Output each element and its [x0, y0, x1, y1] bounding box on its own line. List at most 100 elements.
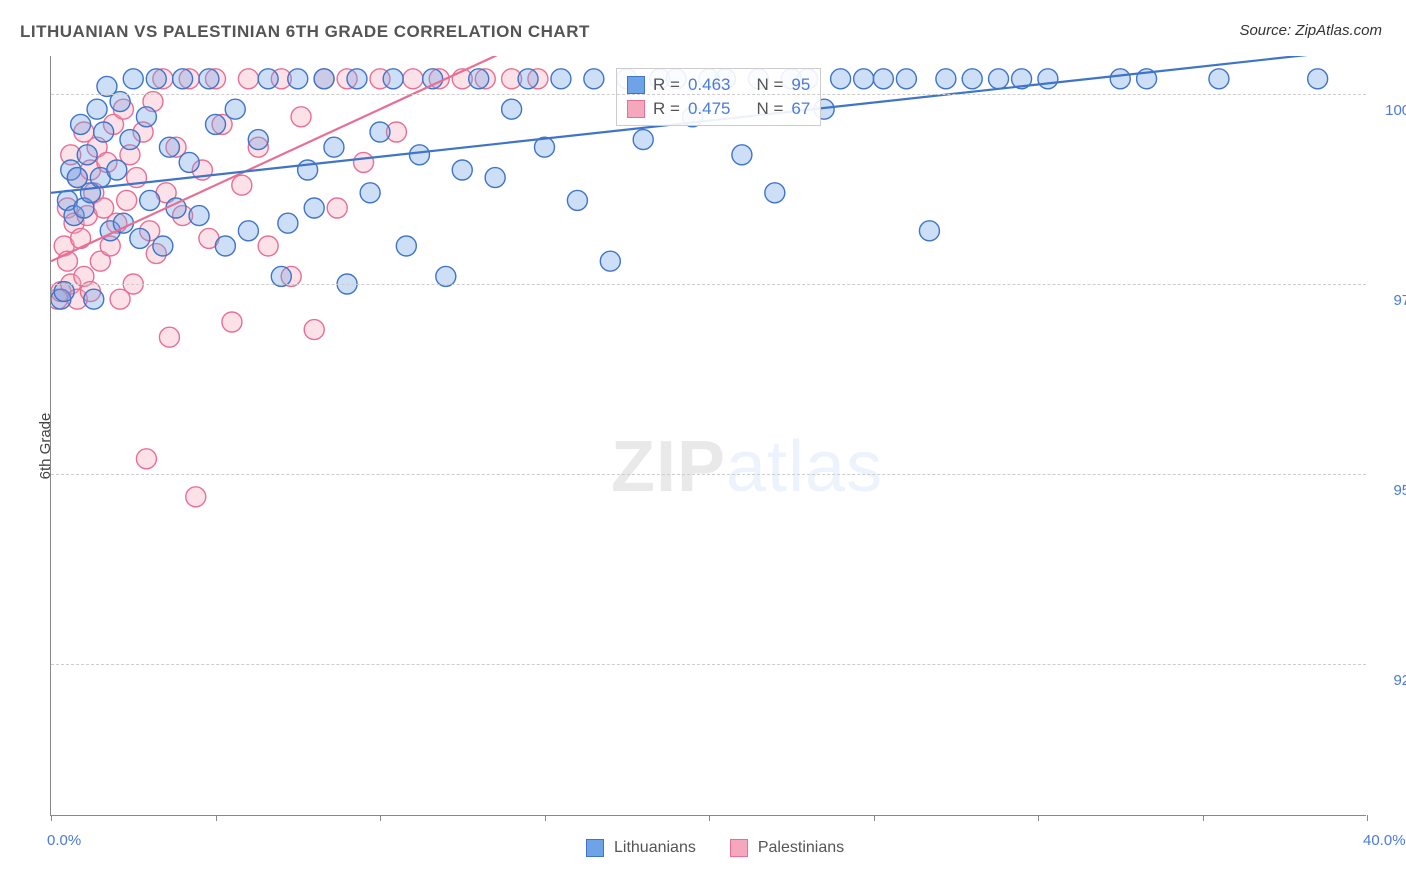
- data-point: [117, 190, 137, 210]
- data-point: [370, 122, 390, 142]
- data-point: [94, 122, 114, 142]
- stats-r-value: 0.475: [688, 99, 731, 119]
- data-point: [153, 236, 173, 256]
- stats-box: R =0.463N =95R =0.475N =67: [616, 68, 821, 126]
- x-tick: [51, 815, 52, 821]
- data-point: [469, 69, 489, 89]
- data-point: [140, 190, 160, 210]
- data-point: [1308, 69, 1328, 89]
- data-point: [146, 69, 166, 89]
- data-point: [222, 312, 242, 332]
- data-point: [584, 69, 604, 89]
- data-point: [120, 130, 140, 150]
- data-point: [732, 145, 752, 165]
- legend-label: Palestinians: [758, 839, 844, 857]
- data-point: [215, 236, 235, 256]
- data-point: [567, 190, 587, 210]
- data-point: [1110, 69, 1130, 89]
- data-point: [919, 221, 939, 241]
- legend-swatch: [730, 839, 748, 857]
- x-tick: [1203, 815, 1204, 821]
- watermark-zip: ZIP: [611, 427, 726, 507]
- data-point: [989, 69, 1009, 89]
- data-point: [452, 160, 472, 180]
- data-point: [304, 320, 324, 340]
- stats-r-label: R =: [653, 99, 680, 119]
- data-point: [600, 251, 620, 271]
- stats-r-value: 0.463: [688, 75, 731, 95]
- data-point: [854, 69, 874, 89]
- data-point: [258, 69, 278, 89]
- data-point: [71, 114, 91, 134]
- data-point: [159, 137, 179, 157]
- data-point: [324, 137, 344, 157]
- stats-swatch: [627, 100, 645, 118]
- data-point: [136, 107, 156, 127]
- data-point: [1209, 69, 1229, 89]
- data-point: [159, 327, 179, 347]
- x-tick: [709, 815, 710, 821]
- data-point: [403, 69, 423, 89]
- y-gridline: [51, 664, 1366, 665]
- data-point: [518, 69, 538, 89]
- data-point: [278, 213, 298, 233]
- data-point: [107, 160, 127, 180]
- chart-title: LITHUANIAN VS PALESTINIAN 6TH GRADE CORR…: [20, 22, 590, 42]
- watermark: ZIPatlas: [611, 426, 883, 508]
- data-point: [765, 183, 785, 203]
- data-point: [238, 69, 258, 89]
- data-point: [206, 114, 226, 134]
- data-point: [87, 99, 107, 119]
- data-point: [238, 221, 258, 241]
- stats-r-label: R =: [653, 75, 680, 95]
- data-point: [258, 236, 278, 256]
- data-point: [199, 69, 219, 89]
- data-point: [291, 107, 311, 127]
- stats-n-label: N =: [756, 75, 783, 95]
- watermark-atlas: atlas: [726, 427, 883, 507]
- data-point: [936, 69, 956, 89]
- x-tick: [216, 815, 217, 821]
- data-point: [831, 69, 851, 89]
- data-point: [873, 69, 893, 89]
- legend-swatch: [586, 839, 604, 857]
- data-point: [327, 198, 347, 218]
- data-point: [360, 183, 380, 203]
- data-point: [1038, 69, 1058, 89]
- data-point: [633, 130, 653, 150]
- x-tick: [545, 815, 546, 821]
- stats-n-value: 67: [791, 99, 810, 119]
- data-point: [347, 69, 367, 89]
- x-tick-label: 0.0%: [47, 832, 81, 849]
- data-point: [84, 289, 104, 309]
- data-point: [179, 152, 199, 172]
- y-tick-label: 92.5%: [1393, 672, 1406, 689]
- data-point: [314, 69, 334, 89]
- data-point: [485, 168, 505, 188]
- y-tick-label: 97.5%: [1393, 292, 1406, 309]
- plot-area: ZIPatlas R =0.463N =95R =0.475N =67 Lith…: [50, 56, 1366, 816]
- data-point: [130, 228, 150, 248]
- y-gridline: [51, 474, 1366, 475]
- data-point: [502, 99, 522, 119]
- data-point: [232, 175, 252, 195]
- data-point: [551, 69, 571, 89]
- data-point: [288, 69, 308, 89]
- data-point: [304, 198, 324, 218]
- data-point: [409, 145, 429, 165]
- x-tick: [1367, 815, 1368, 821]
- y-tick-label: 100.0%: [1385, 102, 1406, 119]
- data-point: [225, 99, 245, 119]
- data-point: [896, 69, 916, 89]
- data-point: [354, 152, 374, 172]
- data-point: [962, 69, 982, 89]
- data-point: [383, 69, 403, 89]
- stats-n-label: N =: [756, 99, 783, 119]
- source-label: Source: ZipAtlas.com: [1239, 22, 1382, 39]
- x-tick: [380, 815, 381, 821]
- data-point: [123, 69, 143, 89]
- data-point: [77, 145, 97, 165]
- x-tick: [874, 815, 875, 821]
- stats-swatch: [627, 76, 645, 94]
- data-point: [173, 69, 193, 89]
